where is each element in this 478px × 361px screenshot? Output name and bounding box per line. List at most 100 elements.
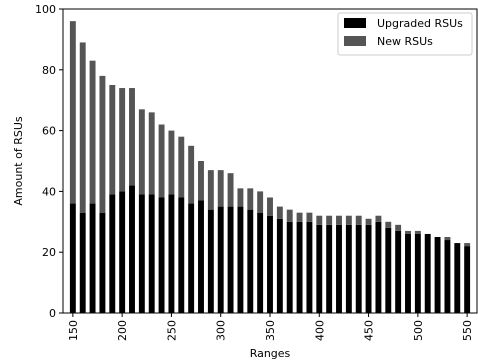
bar-upgraded-rsus-280 bbox=[198, 200, 204, 313]
bar-upgraded-rsus-190 bbox=[109, 194, 116, 313]
legend-label-upgraded-rsus: Upgraded RSUs bbox=[377, 17, 463, 30]
x-tick-label: 350 bbox=[264, 320, 277, 341]
bar-upgraded-rsus-340 bbox=[257, 212, 264, 313]
y-tick-label: 100 bbox=[35, 3, 56, 16]
x-tick-label: 550 bbox=[461, 320, 474, 341]
bar-upgraded-rsus-390 bbox=[306, 221, 313, 313]
bar-upgraded-rsus-310 bbox=[227, 206, 234, 313]
bar-new-rsus-450 bbox=[365, 218, 372, 225]
bar-new-rsus-170 bbox=[89, 60, 96, 204]
bar-new-rsus-230 bbox=[148, 112, 155, 195]
bar-upgraded-rsus-260 bbox=[178, 197, 185, 313]
x-tick-label: 150 bbox=[67, 320, 80, 341]
bar-new-rsus-470 bbox=[385, 221, 392, 228]
bar-upgraded-rsus-470 bbox=[385, 227, 392, 313]
bar-upgraded-rsus-430 bbox=[345, 224, 352, 313]
bar-new-rsus-380 bbox=[296, 212, 303, 222]
bar-new-rsus-320 bbox=[237, 188, 244, 207]
x-tick-label: 450 bbox=[363, 320, 376, 341]
bar-upgraded-rsus-500 bbox=[414, 233, 421, 313]
bar-new-rsus-460 bbox=[375, 215, 382, 222]
bar-new-rsus-280 bbox=[198, 161, 204, 201]
bar-upgraded-rsus-460 bbox=[375, 221, 382, 313]
bar-upgraded-rsus-360 bbox=[276, 218, 283, 313]
y-axis-title: Amount of RSUs bbox=[12, 116, 25, 205]
legend-label-new-rsus: New RSUs bbox=[377, 35, 433, 48]
bar-upgraded-rsus-480 bbox=[395, 230, 402, 313]
bar-upgraded-rsus-270 bbox=[188, 203, 195, 313]
bar-new-rsus-220 bbox=[138, 109, 145, 195]
bar-new-rsus-340 bbox=[257, 191, 264, 213]
bar-upgraded-rsus-320 bbox=[237, 206, 244, 313]
bar-upgraded-rsus-370 bbox=[286, 221, 293, 313]
bar-upgraded-rsus-160 bbox=[79, 212, 86, 313]
y-tick-label: 80 bbox=[42, 64, 56, 77]
bar-upgraded-rsus-330 bbox=[247, 209, 254, 313]
bar-upgraded-rsus-290 bbox=[207, 209, 214, 313]
x-tick-label: 300 bbox=[215, 320, 228, 341]
bar-new-rsus-300 bbox=[217, 170, 224, 207]
y-tick-label: 60 bbox=[42, 125, 56, 138]
bar-upgraded-rsus-410 bbox=[326, 224, 333, 313]
bar-upgraded-rsus-540 bbox=[454, 243, 461, 313]
bar-new-rsus-160 bbox=[79, 42, 86, 213]
bar-new-rsus-360 bbox=[276, 206, 283, 219]
bar-new-rsus-530 bbox=[444, 237, 451, 241]
bar-new-rsus-190 bbox=[109, 85, 116, 195]
x-axis-title: Ranges bbox=[250, 347, 291, 360]
y-tick-label: 40 bbox=[42, 185, 56, 198]
x-tick-label: 400 bbox=[313, 320, 326, 341]
y-tick-label: 20 bbox=[42, 246, 56, 259]
bar-upgraded-rsus-520 bbox=[434, 237, 441, 313]
bar-upgraded-rsus-380 bbox=[296, 221, 303, 313]
x-tick-label: 200 bbox=[116, 320, 129, 341]
bar-upgraded-rsus-490 bbox=[405, 233, 411, 313]
bar-upgraded-rsus-530 bbox=[444, 240, 451, 313]
bar-upgraded-rsus-180 bbox=[99, 212, 106, 313]
bar-upgraded-rsus-300 bbox=[217, 206, 224, 313]
bar-upgraded-rsus-550 bbox=[464, 246, 471, 313]
bar-upgraded-rsus-230 bbox=[148, 194, 155, 313]
bar-upgraded-rsus-220 bbox=[138, 194, 145, 313]
bar-new-rsus-150 bbox=[69, 21, 76, 204]
bar-new-rsus-400 bbox=[316, 215, 323, 225]
legend-box bbox=[337, 12, 473, 56]
legend: Upgraded RSUs New RSUs bbox=[337, 12, 473, 56]
bar-new-rsus-290 bbox=[207, 170, 214, 210]
bar-upgraded-rsus-250 bbox=[168, 194, 175, 313]
bar-new-rsus-250 bbox=[168, 130, 175, 195]
bar-new-rsus-200 bbox=[119, 88, 126, 192]
bar-upgraded-rsus-170 bbox=[89, 203, 96, 313]
bar-upgraded-rsus-420 bbox=[336, 224, 342, 313]
bar-upgraded-rsus-350 bbox=[267, 215, 273, 313]
bar-upgraded-rsus-510 bbox=[424, 233, 431, 313]
bar-new-rsus-440 bbox=[355, 215, 362, 225]
bar-new-rsus-550 bbox=[464, 243, 471, 247]
axes-layer: 0 20 40 60 80 100 150 200 250 300 350 400 450 500 550 bbox=[35, 3, 474, 341]
bar-new-rsus-420 bbox=[336, 215, 342, 225]
bar-new-rsus-330 bbox=[247, 188, 254, 210]
bar-upgraded-rsus-210 bbox=[129, 185, 135, 313]
bar-upgraded-rsus-400 bbox=[316, 224, 323, 313]
bars-layer bbox=[69, 21, 471, 313]
bar-new-rsus-370 bbox=[286, 209, 293, 222]
legend-swatch-new-rsus bbox=[344, 36, 366, 46]
bar-new-rsus-180 bbox=[99, 75, 106, 213]
x-tick-label: 250 bbox=[165, 320, 178, 341]
bar-new-rsus-310 bbox=[227, 173, 234, 207]
bar-new-rsus-500 bbox=[414, 230, 421, 234]
bar-new-rsus-270 bbox=[188, 145, 195, 204]
bar-upgraded-rsus-450 bbox=[365, 224, 372, 313]
bar-upgraded-rsus-200 bbox=[119, 191, 126, 313]
bar-new-rsus-210 bbox=[129, 88, 135, 186]
bar-upgraded-rsus-240 bbox=[158, 197, 165, 313]
bar-new-rsus-240 bbox=[158, 124, 165, 198]
bar-upgraded-rsus-440 bbox=[355, 224, 362, 313]
bar-new-rsus-350 bbox=[267, 197, 273, 216]
bar-new-rsus-480 bbox=[395, 224, 402, 231]
legend-swatch-upgraded-rsus bbox=[344, 18, 366, 28]
y-tick-label: 0 bbox=[49, 307, 56, 320]
bar-upgraded-rsus-150 bbox=[69, 203, 76, 313]
bar-new-rsus-430 bbox=[345, 215, 352, 225]
bar-new-rsus-260 bbox=[178, 136, 185, 198]
